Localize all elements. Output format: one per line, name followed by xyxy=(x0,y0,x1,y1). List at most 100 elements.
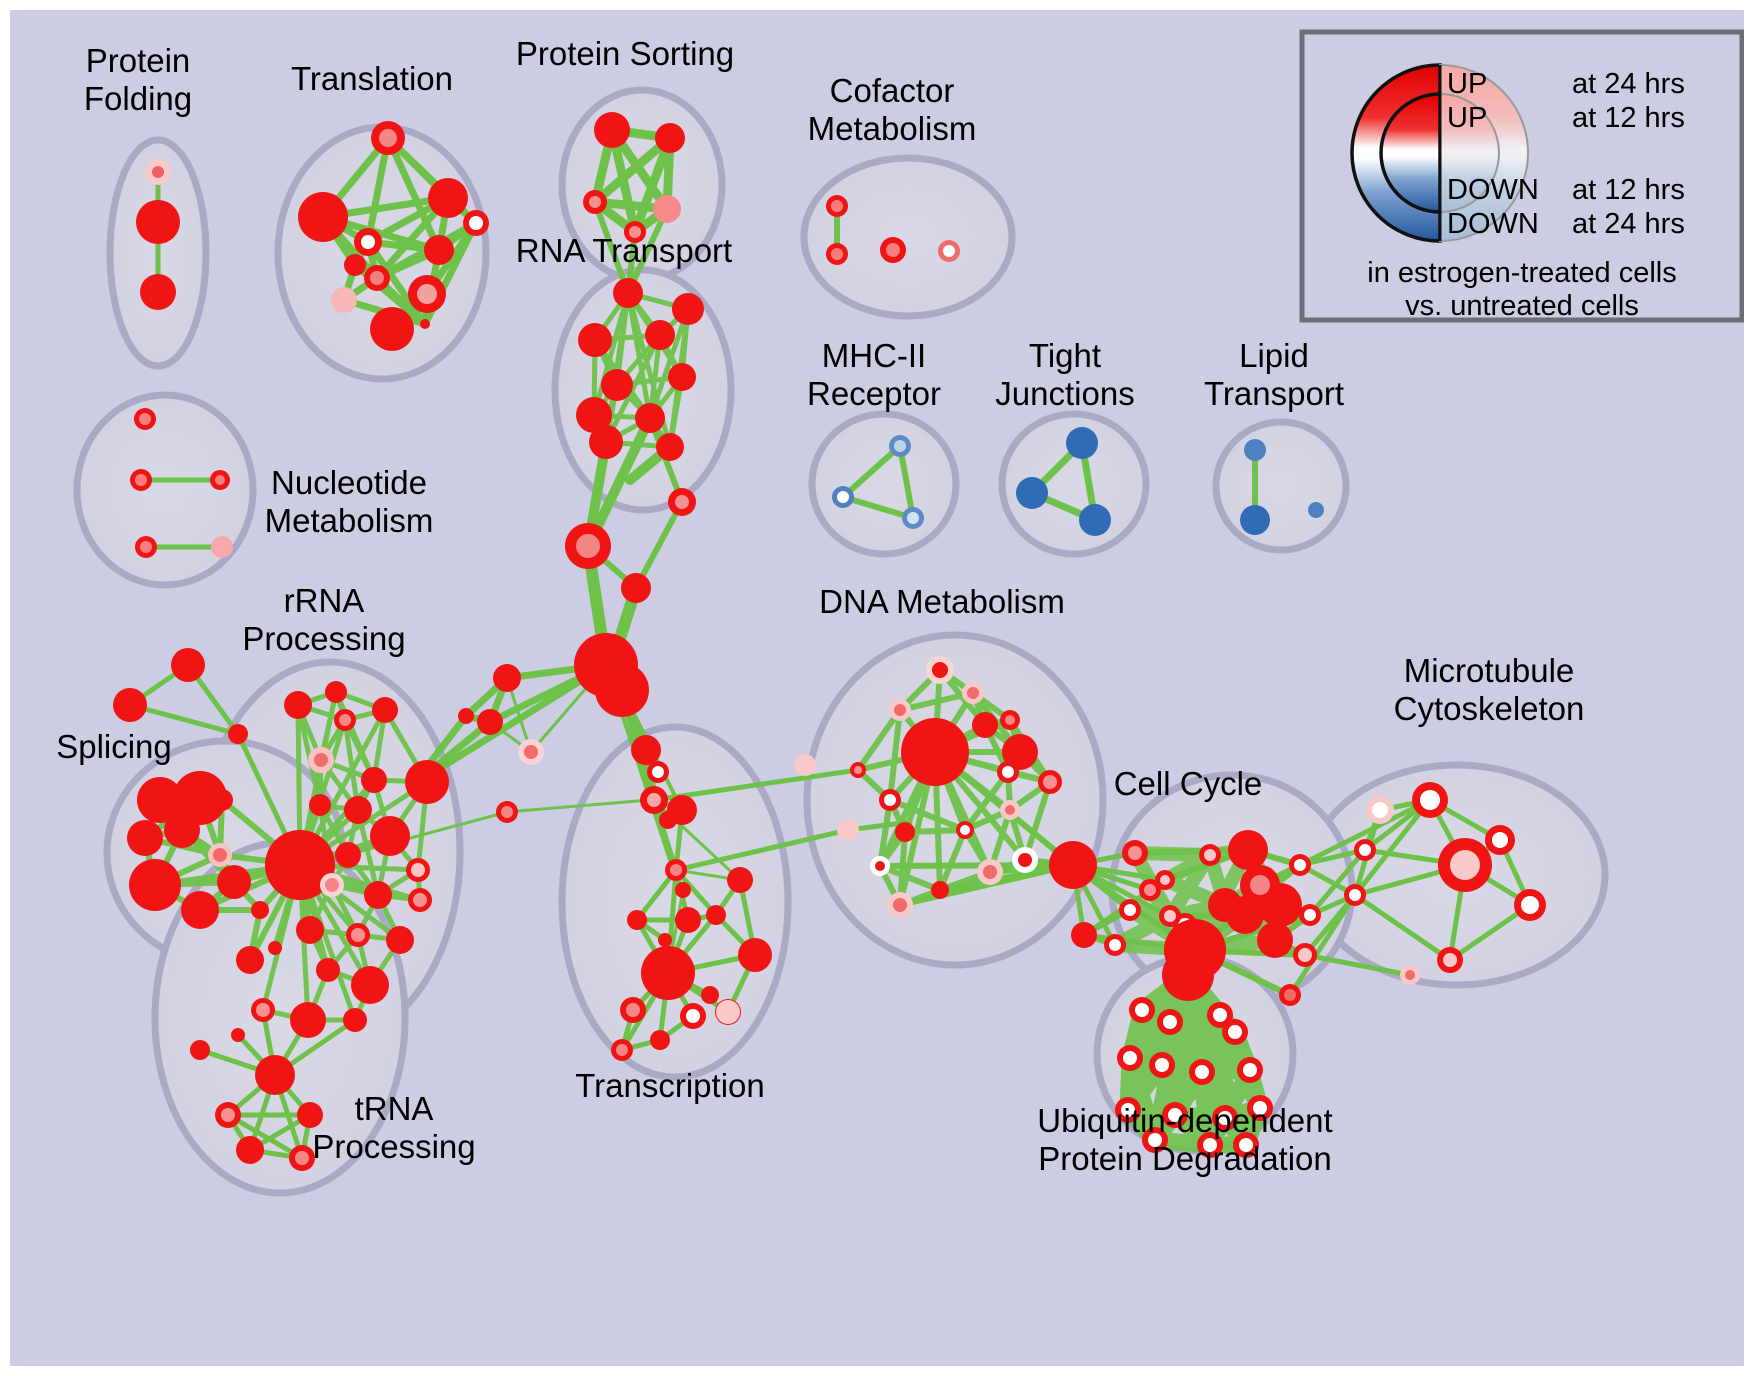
node[interactable] xyxy=(931,881,949,899)
node[interactable] xyxy=(316,958,340,982)
node[interactable] xyxy=(1012,847,1038,873)
node[interactable] xyxy=(331,287,357,313)
node[interactable] xyxy=(217,865,251,899)
node[interactable] xyxy=(926,656,954,684)
node[interactable] xyxy=(308,747,334,773)
node[interactable] xyxy=(997,761,1019,783)
node[interactable] xyxy=(309,794,331,816)
node[interactable] xyxy=(658,933,672,947)
node[interactable] xyxy=(1115,1097,1141,1123)
node[interactable] xyxy=(701,986,719,1004)
node[interactable] xyxy=(565,523,611,569)
node[interactable] xyxy=(228,724,248,744)
node[interactable] xyxy=(837,819,859,841)
node[interactable] xyxy=(641,946,695,1000)
node[interactable] xyxy=(1514,889,1546,921)
node[interactable] xyxy=(458,708,474,724)
node[interactable] xyxy=(408,888,432,912)
node[interactable] xyxy=(1162,1102,1188,1128)
node[interactable] xyxy=(645,320,675,350)
node[interactable] xyxy=(1199,844,1221,866)
node[interactable] xyxy=(1142,1127,1168,1153)
node[interactable] xyxy=(620,997,646,1023)
node[interactable] xyxy=(850,762,866,778)
node[interactable] xyxy=(962,682,984,704)
node[interactable] xyxy=(972,712,998,738)
node[interactable] xyxy=(463,210,489,236)
node[interactable] xyxy=(236,1136,264,1164)
node[interactable] xyxy=(680,1003,706,1029)
node[interactable] xyxy=(424,235,454,265)
node[interactable] xyxy=(901,718,969,786)
node[interactable] xyxy=(794,754,816,776)
node[interactable] xyxy=(371,121,405,155)
node[interactable] xyxy=(627,910,647,930)
node[interactable] xyxy=(1244,439,1266,461)
node[interactable] xyxy=(668,363,696,391)
node[interactable] xyxy=(594,112,630,148)
node[interactable] xyxy=(346,923,370,947)
node[interactable] xyxy=(1289,854,1311,876)
node[interactable] xyxy=(208,843,232,867)
node[interactable] xyxy=(1119,899,1141,921)
node[interactable] xyxy=(361,767,387,793)
node[interactable] xyxy=(583,190,607,214)
node[interactable] xyxy=(1000,710,1020,730)
node[interactable] xyxy=(1207,1002,1233,1028)
node[interactable] xyxy=(215,1102,241,1128)
node[interactable] xyxy=(140,274,176,310)
node[interactable] xyxy=(611,1039,633,1061)
node[interactable] xyxy=(364,265,390,291)
node[interactable] xyxy=(297,1102,323,1128)
node[interactable] xyxy=(354,228,382,256)
node[interactable] xyxy=(1240,865,1280,905)
node[interactable] xyxy=(977,859,1003,885)
node[interactable] xyxy=(1400,965,1420,985)
node[interactable] xyxy=(190,1040,210,1060)
node[interactable] xyxy=(370,816,410,856)
node[interactable] xyxy=(134,408,156,430)
node[interactable] xyxy=(635,403,665,433)
node[interactable] xyxy=(656,433,684,461)
node[interactable] xyxy=(335,842,361,868)
node[interactable] xyxy=(1366,796,1394,824)
node[interactable] xyxy=(173,771,227,825)
node[interactable] xyxy=(1104,934,1126,956)
node[interactable] xyxy=(1412,782,1448,818)
node[interactable] xyxy=(675,882,691,898)
node[interactable] xyxy=(211,789,233,811)
node[interactable] xyxy=(290,1002,326,1038)
node[interactable] xyxy=(631,735,661,765)
node[interactable] xyxy=(1197,1132,1223,1158)
node[interactable] xyxy=(576,397,612,433)
node[interactable] xyxy=(1237,1057,1263,1083)
node[interactable] xyxy=(1438,838,1492,892)
node[interactable] xyxy=(231,1028,245,1042)
node[interactable] xyxy=(716,1000,740,1024)
node[interactable] xyxy=(659,811,677,829)
node[interactable] xyxy=(236,946,264,974)
node[interactable] xyxy=(334,709,356,731)
node[interactable] xyxy=(364,881,392,909)
node[interactable] xyxy=(370,307,414,351)
node[interactable] xyxy=(181,891,219,929)
node[interactable] xyxy=(1002,734,1038,770)
node[interactable] xyxy=(706,905,726,925)
node[interactable] xyxy=(650,1030,670,1050)
node[interactable] xyxy=(880,237,906,263)
node[interactable] xyxy=(1038,770,1062,794)
node[interactable] xyxy=(1247,1095,1273,1121)
node[interactable] xyxy=(372,697,398,723)
node[interactable] xyxy=(887,892,913,918)
node[interactable] xyxy=(1212,1105,1238,1131)
node[interactable] xyxy=(621,573,651,603)
node[interactable] xyxy=(1189,1059,1215,1085)
node[interactable] xyxy=(1139,879,1161,901)
node[interactable] xyxy=(595,663,649,717)
node[interactable] xyxy=(136,200,180,244)
node[interactable] xyxy=(1122,840,1148,866)
node[interactable] xyxy=(1240,505,1270,535)
node[interactable] xyxy=(135,536,157,558)
node[interactable] xyxy=(655,123,685,153)
node[interactable] xyxy=(145,159,171,185)
